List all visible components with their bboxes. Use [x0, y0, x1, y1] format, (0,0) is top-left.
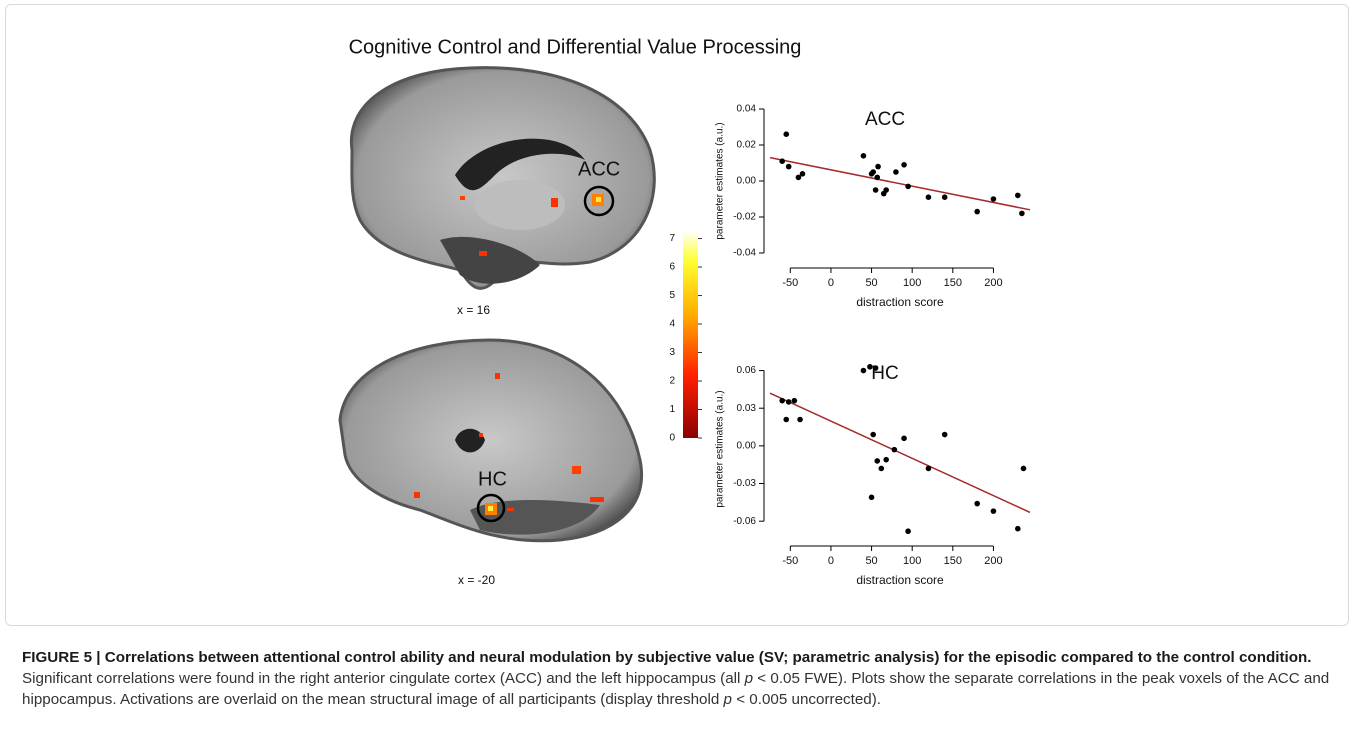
data-point [879, 466, 885, 472]
x-tick-label: 200 [984, 555, 1002, 567]
data-point [1015, 526, 1021, 532]
chart-title: ACC [865, 109, 905, 130]
colorbar-tick-label: 7 [669, 233, 675, 244]
data-point [873, 365, 879, 371]
y-tick-label: 0.03 [737, 403, 757, 414]
data-point [792, 398, 798, 404]
caption-text: p [745, 670, 753, 687]
page: { "title": "Cognitive Control and Differ… [0, 0, 1354, 746]
data-point [870, 169, 876, 175]
data-point [926, 194, 932, 200]
data-point [779, 398, 785, 404]
x-tick-label: -50 [782, 277, 798, 289]
data-point [991, 508, 997, 514]
caption-text: < 0.005 uncorrected). [732, 691, 881, 708]
y-tick-label: 0.00 [737, 176, 757, 187]
x-tick-label: 50 [865, 277, 877, 289]
x-tick-label: 0 [828, 555, 834, 567]
data-point [867, 364, 873, 370]
data-point [991, 196, 997, 202]
data-point [974, 209, 980, 215]
data-point [1021, 466, 1027, 472]
data-point [779, 158, 785, 164]
x-tick-label: -50 [782, 555, 798, 567]
data-point [905, 528, 911, 534]
x-axis-label: distraction score [856, 295, 944, 309]
colorbar-tick-label: 3 [669, 347, 675, 358]
data-point [942, 432, 948, 438]
colorbar-tick-label: 0 [669, 433, 675, 444]
data-point [873, 187, 879, 193]
x-tick-label: 0 [828, 277, 834, 289]
data-point [874, 458, 880, 464]
region-label: ACC [578, 158, 620, 180]
y-tick-label: -0.06 [733, 516, 756, 527]
x-tick-label: 150 [944, 277, 962, 289]
caption-heading: FIGURE 5 | Correlations between attentio… [22, 649, 1312, 666]
figure: Cognitive Control and Differential Value… [0, 0, 1354, 630]
brain-slice [340, 340, 642, 541]
x-tick-label: 200 [984, 277, 1002, 289]
data-point [892, 447, 898, 453]
y-tick-label: 0.06 [737, 365, 757, 376]
data-point [942, 194, 948, 200]
data-point [926, 466, 932, 472]
caption-text: p [724, 691, 732, 708]
data-point [783, 417, 789, 423]
caption: FIGURE 5 | Correlations between attentio… [22, 647, 1342, 710]
colorbar [683, 230, 698, 438]
x-tick-label: 100 [903, 277, 921, 289]
data-point [861, 153, 867, 159]
data-point [974, 501, 980, 507]
data-point [1015, 193, 1021, 199]
y-axis-label: parameter estimates (a.u.) [715, 122, 726, 239]
data-point [797, 417, 803, 423]
y-tick-label: -0.02 [733, 212, 756, 223]
x-tick-label: 50 [865, 555, 877, 567]
colorbar-tick-label: 2 [669, 376, 675, 387]
data-point [874, 175, 880, 181]
y-tick-label: 0.02 [737, 140, 757, 151]
y-tick-label: -0.03 [733, 478, 756, 489]
data-point [883, 457, 889, 463]
y-tick-label: 0.04 [737, 104, 757, 115]
data-point [905, 184, 911, 190]
data-point [875, 164, 881, 170]
colorbar-tick-label: 6 [669, 262, 675, 273]
data-point [901, 436, 907, 442]
x-tick-label: 100 [903, 555, 921, 567]
x-axis-label: distraction score [856, 573, 944, 587]
data-point [786, 164, 792, 170]
x-tick-label: 150 [944, 555, 962, 567]
caption-text: Significant correlations were found in t… [22, 670, 745, 687]
region-label: HC [478, 468, 507, 490]
colorbar-tick-label: 5 [669, 290, 675, 301]
y-axis-label: parameter estimates (a.u.) [715, 390, 726, 507]
data-point [783, 131, 789, 137]
colorbar-tick-label: 1 [669, 404, 675, 415]
data-point [861, 368, 867, 374]
colorbar-tick-label: 4 [669, 319, 675, 330]
slice-coordinate: x = -20 [458, 573, 495, 587]
y-tick-label: -0.04 [733, 248, 756, 259]
data-point [901, 162, 907, 168]
y-tick-label: 0.00 [737, 441, 757, 452]
data-point [800, 171, 806, 177]
slice-coordinate: x = 16 [457, 303, 490, 317]
data-point [870, 432, 876, 438]
data-point [869, 495, 875, 501]
fit-line [770, 393, 1030, 512]
data-point [883, 187, 889, 193]
figure-title: Cognitive Control and Differential Value… [349, 36, 802, 58]
data-point [893, 169, 899, 175]
data-point [786, 399, 792, 405]
fit-line [770, 158, 1030, 210]
data-point [1019, 211, 1025, 217]
